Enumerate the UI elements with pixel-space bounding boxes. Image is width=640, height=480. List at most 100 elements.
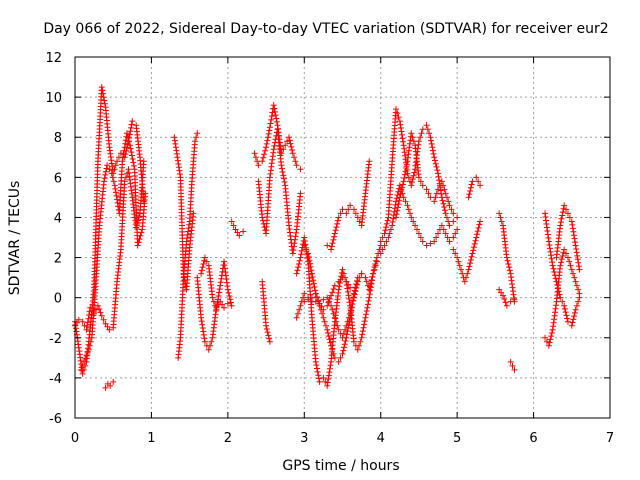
data-point-sat-a: [100, 94, 107, 101]
data-point-sat-g: [199, 321, 206, 328]
grid-lines: [75, 57, 610, 418]
data-point-sat-o: [342, 337, 349, 344]
data-point-sat-t: [438, 178, 445, 185]
data-point-sat-r: [415, 138, 422, 145]
data-point-sat-v: [466, 191, 473, 198]
data-point-sat-r: [441, 207, 448, 214]
data-point-sat-s: [393, 198, 399, 205]
data-point-sat-h: [213, 306, 220, 313]
data-point-sat-u: [474, 228, 481, 235]
data-point-sat-z: [566, 258, 573, 265]
data-point-sat-m: [326, 369, 333, 376]
data-point-sat-t: [396, 194, 403, 201]
data-point-sat-m: [301, 237, 308, 244]
data-point-sat-c: [130, 162, 137, 169]
data-point-sat-h: [201, 254, 208, 261]
data-point-sat-r: [431, 157, 438, 164]
data-point-sat-o: [303, 246, 310, 253]
data-point-sat-i: [228, 218, 235, 225]
data-point-sat-c: [102, 168, 109, 175]
data-point-sat-m: [345, 292, 352, 299]
data-point-sat-aa: [549, 259, 556, 266]
data-point-sat-bb: [570, 232, 577, 239]
data-point-sat-h: [224, 286, 231, 293]
data-point-sat-w: [505, 260, 512, 267]
data-point-sat-m: [373, 257, 380, 264]
data-point-sat-t: [395, 201, 402, 208]
data-point-sat-z: [563, 250, 570, 257]
data-point-sat-m: [293, 270, 300, 277]
data-point-sat-w: [506, 264, 513, 271]
data-point-sat-o: [354, 274, 361, 281]
data-point-sat-s: [450, 234, 457, 241]
data-point-sat-bb: [573, 245, 580, 252]
data-point-sat-c: [103, 165, 110, 172]
data-point-sat-m: [346, 295, 353, 302]
data-point-sat-b: [106, 326, 113, 333]
series-sat-d: [102, 378, 117, 391]
data-point-sat-r: [397, 125, 404, 132]
data-point-sat-bb: [557, 222, 564, 229]
data-point-sat-n: [372, 262, 379, 269]
data-point-sat-g: [200, 331, 207, 338]
data-point-sat-m: [350, 338, 357, 345]
data-point-sat-s: [402, 198, 409, 205]
data-point-sat-u: [467, 256, 474, 263]
data-point-sat-c: [126, 138, 133, 145]
data-point-sat-k: [270, 146, 277, 153]
data-point-sat-b: [84, 323, 91, 330]
x-axis-label: GPS time / hours: [282, 458, 399, 474]
data-point-sat-r: [399, 135, 406, 142]
data-point-sat-j: [264, 134, 271, 141]
data-point-sat-c: [112, 189, 119, 196]
data-point-sat-j: [286, 134, 292, 141]
data-point-sat-t: [402, 168, 409, 175]
data-point-sat-r: [408, 182, 415, 189]
data-point-sat-z: [547, 336, 554, 343]
data-point-sat-f: [176, 167, 183, 174]
chart-title: Day 066 of 2022, Sidereal Day-to-day VTE…: [43, 21, 608, 37]
data-point-sat-u: [467, 260, 474, 267]
data-point-sat-m: [364, 304, 371, 311]
data-point-sat-m: [366, 291, 373, 298]
data-point-sat-o: [324, 326, 331, 333]
data-point-sat-o: [324, 329, 331, 336]
data-point-sat-r: [384, 217, 391, 224]
data-point-sat-a: [114, 158, 121, 165]
data-point-sat-r: [428, 137, 435, 144]
data-point-sat-k: [292, 236, 299, 243]
data-point-sat-o: [308, 267, 315, 274]
data-point-sat-k: [289, 250, 296, 257]
data-point-sat-s: [385, 234, 392, 241]
data-point-sat-r: [424, 126, 431, 133]
data-point-sat-r: [454, 214, 461, 221]
series-sat-q: [301, 274, 354, 313]
data-point-sat-z: [568, 266, 575, 273]
data-point-sat-u: [465, 266, 472, 273]
series-sat-t: [393, 130, 457, 221]
data-point-sat-r: [433, 163, 440, 170]
data-point-sat-m: [327, 362, 334, 369]
data-point-sat-b: [83, 326, 90, 333]
data-point-sat-a: [100, 90, 107, 97]
data-point-sat-aa: [564, 315, 571, 322]
data-point-sat-t: [397, 191, 404, 198]
data-point-sat-g: [224, 300, 231, 307]
data-point-sat-u: [470, 247, 477, 254]
data-point-sat-aa: [545, 238, 552, 245]
data-point-sat-m: [325, 372, 332, 379]
data-point-sat-w: [504, 257, 511, 264]
data-point-sat-g: [221, 304, 228, 311]
data-point-sat-s: [431, 238, 438, 245]
data-point-sat-l: [263, 322, 270, 329]
data-point-sat-m: [314, 365, 321, 372]
data-point-sat-bb: [572, 242, 579, 249]
data-point-sat-c: [86, 342, 93, 349]
data-point-sat-g: [200, 328, 207, 335]
data-point-sat-u: [464, 270, 471, 277]
data-point-sat-o: [349, 300, 356, 307]
plot-frame: [74, 56, 611, 419]
data-point-sat-s: [423, 242, 430, 249]
data-point-sat-v: [473, 174, 480, 181]
data-point-sat-m: [294, 267, 301, 274]
